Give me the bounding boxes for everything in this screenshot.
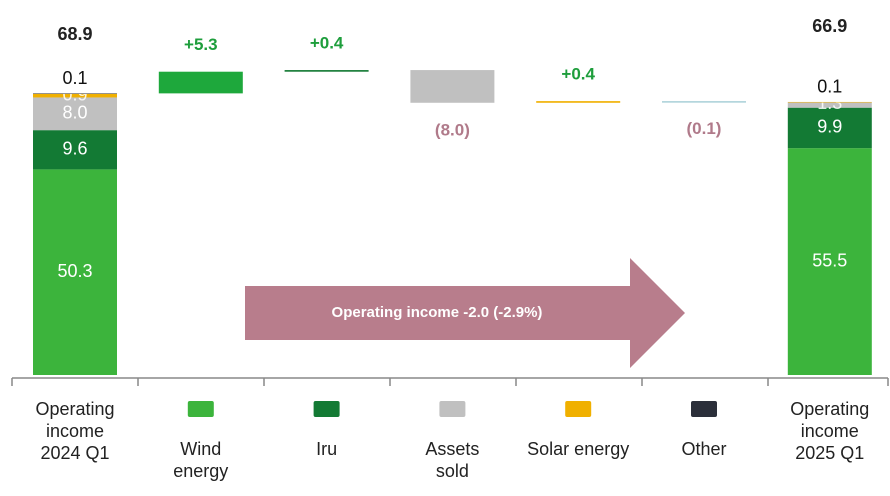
stack-segment [33,93,117,94]
change-bar [158,71,243,94]
stack-segment [33,97,117,131]
total-label: 66.9 [812,16,847,36]
legend-swatch [187,401,214,417]
x-tick-label: Operating income 2024 Q1 [35,399,115,463]
change-bar [536,101,621,103]
legend-label: Solar energy [527,439,630,459]
legend-swatch [691,401,717,417]
stack-segment [787,148,872,375]
legend-label: Assets sold [425,439,480,481]
legend-swatch [565,401,592,417]
segment-label: 0.9 [62,85,87,105]
stack-segment [787,101,872,103]
legend-swatch [439,401,466,417]
stack-segment [787,107,872,149]
change-bar [284,70,369,72]
segment-label: 9.9 [817,117,842,137]
change-bar [662,101,746,103]
legend-label: Other [681,439,727,459]
x-axis-ticks [11,378,889,386]
stack-segment [787,102,872,108]
stack-segment [33,169,117,375]
segment-label: 0.1 [62,68,87,88]
change-label: +0.4 [310,34,344,53]
annotation: Operating income -2.0 (-2.9%) [332,304,543,321]
change-label: (8.0) [435,120,470,139]
change-bar [410,70,495,103]
segment-label: 8.0 [62,103,87,123]
segment-label: 0.1 [817,77,842,97]
legend-label: Iru [316,439,338,459]
total-label: 68.9 [57,24,92,44]
change-label: +0.4 [561,65,595,84]
stack-segment [33,130,117,170]
stack-segment [33,93,117,98]
change-label: (0.1) [687,119,722,138]
change-label: +5.3 [184,35,218,54]
segment-label: 55.5 [812,250,847,270]
legend-swatch [313,401,340,417]
x-tick-label: Operating income 2025 Q1 [790,399,870,463]
segment-label: 50.3 [57,261,92,281]
legend-label: Wind energy [173,439,229,481]
annotation-arrow [245,258,685,368]
segment-label: 9.6 [62,139,87,159]
segment-label: 1.3 [817,93,842,113]
